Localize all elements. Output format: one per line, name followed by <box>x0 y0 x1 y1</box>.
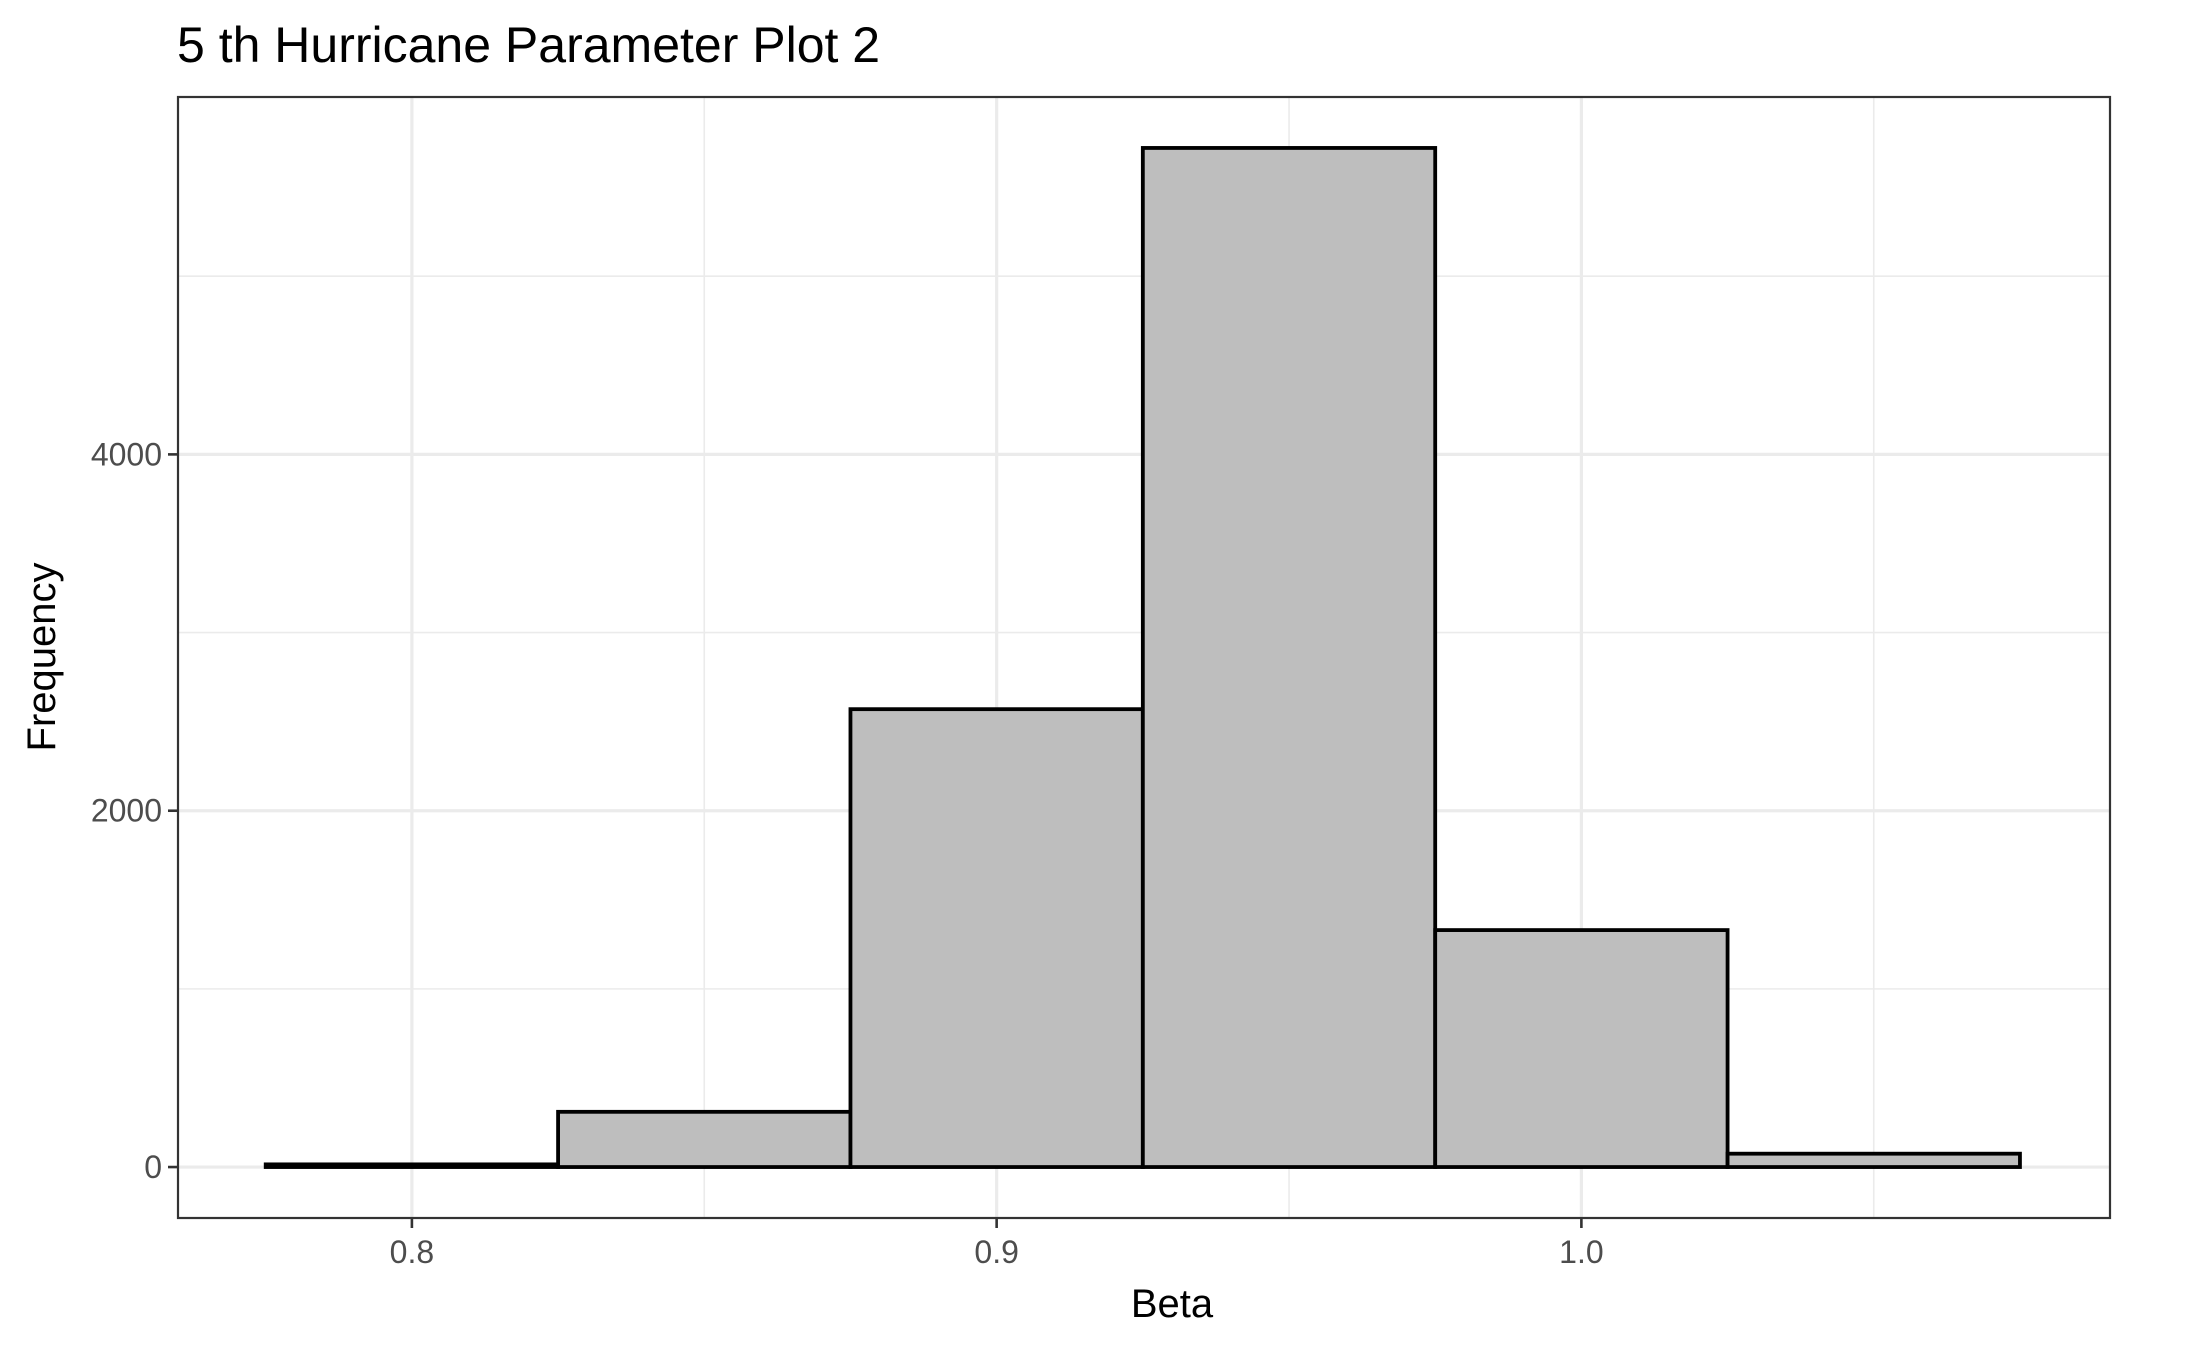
y-tick-label: 0 <box>144 1149 162 1185</box>
histogram-bar-3 <box>848 707 1145 1169</box>
histogram-bar-1 <box>263 1162 560 1169</box>
y-tick-label: 2000 <box>91 793 162 829</box>
histogram-bar-6 <box>1725 1151 2022 1169</box>
x-tick-label: 0.9 <box>974 1234 1018 1270</box>
histogram-bar-5 <box>1433 928 1730 1169</box>
x-axis: 0.8 0.9 1.0 <box>390 1218 1604 1270</box>
panel-border <box>176 95 2112 1220</box>
histogram-bar-2 <box>556 1109 853 1169</box>
chart-title: 5 th Hurricane Parameter Plot 2 <box>177 17 880 73</box>
x-tick-label: 0.8 <box>390 1234 434 1270</box>
histogram-bar-4 <box>1140 146 1438 1169</box>
plot-panel <box>176 95 2112 1220</box>
y-axis: 0 2000 4000 <box>91 436 178 1185</box>
x-tick-label: 1.0 <box>1559 1234 1603 1270</box>
histogram-bars <box>263 146 2022 1169</box>
x-axis-title: Beta <box>1131 1282 1214 1326</box>
y-tick-label: 4000 <box>91 436 162 472</box>
y-axis-title: Frequency <box>20 563 64 752</box>
